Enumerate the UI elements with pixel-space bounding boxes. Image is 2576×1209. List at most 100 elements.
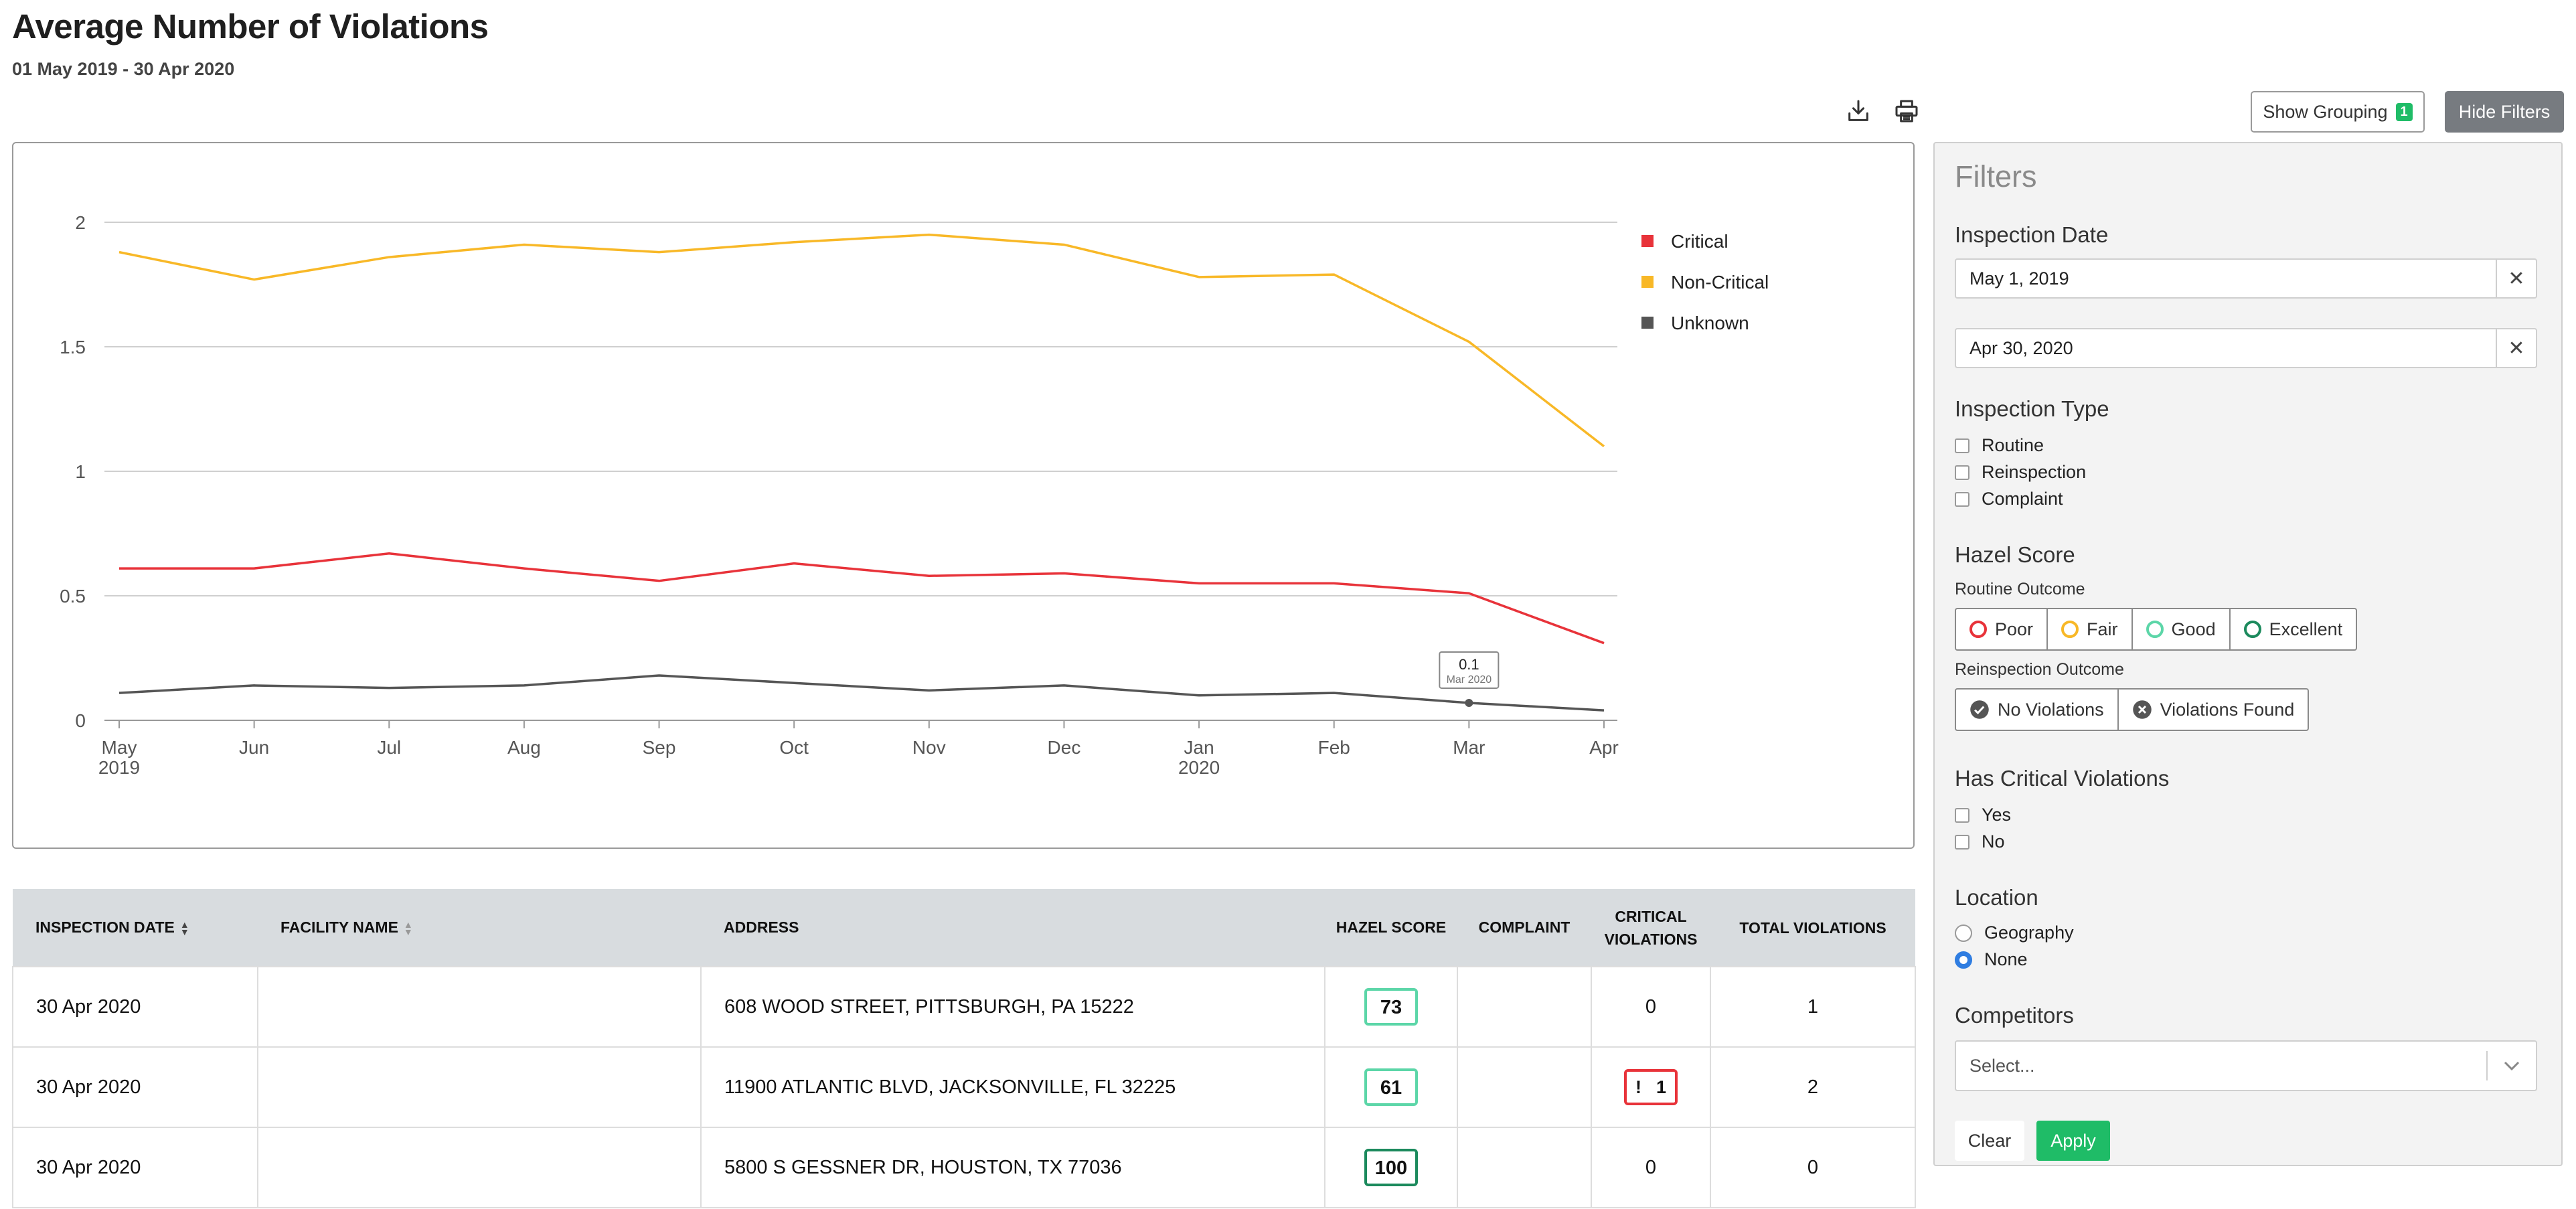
hazel-score-badge: 73	[1364, 988, 1418, 1026]
checkbox-reinspection[interactable]: Reinspection	[1955, 462, 2086, 483]
table-row[interactable]: 30 Apr 2020 11900 ATLANTIC BLVD, JACKSON…	[12, 1046, 1916, 1128]
cell-facility-name	[257, 966, 702, 1048]
x-tick-label: Dec	[1048, 737, 1081, 758]
cell-address: 11900 ATLANTIC BLVD, JACKSONVILLE, FL 32…	[700, 1046, 1325, 1128]
checkbox[interactable]	[1955, 834, 1969, 850]
radio-geography[interactable]: Geography	[1955, 922, 2074, 943]
y-tick-label: 0.5	[60, 586, 86, 607]
cell-inspection-date: 30 Apr 2020	[12, 1046, 258, 1128]
legend-label: Unknown	[1671, 313, 1749, 333]
reinspection-outcome-label: Reinspection Outcome	[1955, 660, 2124, 679]
cell-inspection-date: 30 Apr 2020	[12, 1127, 258, 1208]
checkbox-routine[interactable]: Routine	[1955, 435, 2044, 456]
y-tick-label: 2	[75, 212, 86, 233]
routine-outcome-group: Poor Fair Good Excellent	[1955, 608, 2358, 651]
cell-facility-name	[257, 1127, 702, 1208]
y-tick-label: 0	[75, 710, 86, 731]
series-line-non-critical	[118, 233, 1605, 448]
column-header-inspection-date[interactable]: Inspection Date ▲ ▼	[13, 889, 258, 967]
x-tick-label: Feb	[1318, 737, 1350, 758]
legend-swatch	[1641, 235, 1654, 247]
select-divider	[2486, 1051, 2488, 1080]
cell-total-violations: 1	[1710, 966, 1916, 1048]
cell-complaint	[1457, 1127, 1592, 1208]
routine-option-fair[interactable]: Fair	[2048, 609, 2133, 649]
reinspection-outcome-group: No Violations Violations Found	[1955, 688, 2310, 731]
circle-icon	[1969, 621, 1987, 638]
inspections-table: Inspection Date ▲ ▼ Facility Name ▲ ▼ Addres…	[12, 889, 1916, 1208]
x-tick-label: Jun	[239, 737, 269, 758]
start-date-value[interactable]: May 1, 2019	[1956, 260, 2497, 297]
checkbox-critical-no[interactable]: No	[1955, 831, 2005, 852]
routine-option-poor[interactable]: Poor	[1956, 609, 2048, 649]
checkbox[interactable]	[1955, 491, 1969, 507]
column-header-total-violations: Total Violations	[1710, 889, 1915, 967]
checkbox[interactable]	[1955, 438, 1969, 453]
cell-address: 608 WOOD STREET, PITTSBURGH, PA 15222	[700, 966, 1325, 1048]
x-tick-year-label: 2019	[98, 757, 140, 778]
table-header-row: Inspection Date ▲ ▼ Facility Name ▲ ▼ Addres…	[13, 889, 1915, 967]
clear-end-date-icon[interactable]: ✕	[2508, 337, 2525, 359]
x-tick-label: Jul	[377, 737, 401, 758]
cell-inspection-date: 30 Apr 2020	[12, 966, 258, 1048]
checkbox-complaint[interactable]: Complaint	[1955, 489, 2063, 509]
reinspection-option-violations-found[interactable]: Violations Found	[2119, 690, 2308, 730]
x-tick-label: Sep	[643, 737, 676, 758]
checkbox-critical-yes[interactable]: Yes	[1955, 805, 2011, 825]
sort-icon[interactable]: ▲ ▼	[179, 918, 189, 937]
checkbox[interactable]	[1955, 465, 1969, 480]
chevron-down-icon[interactable]	[2488, 1059, 2536, 1072]
hide-filters-button[interactable]: Hide Filters	[2445, 91, 2564, 133]
reinspection-option-no-violations[interactable]: No Violations	[1956, 690, 2119, 730]
circle-icon	[2243, 621, 2261, 638]
checkbox[interactable]	[1955, 807, 1969, 823]
cell-hazel-score: 61	[1324, 1046, 1458, 1128]
inspection-date-heading: Inspection Date	[1955, 222, 2109, 247]
hazel-score-badge: 100	[1364, 1149, 1418, 1186]
apply-filters-button[interactable]: Apply	[2036, 1121, 2110, 1161]
clear-start-date-icon[interactable]: ✕	[2508, 267, 2525, 290]
cell-address: 5800 S GESSNER DR, HOUSTON, TX 77036	[700, 1127, 1325, 1208]
sort-icon[interactable]: ▲ ▼	[403, 918, 413, 937]
check-circle-icon	[1970, 700, 1989, 719]
printer-icon[interactable]	[1892, 96, 1921, 126]
tooltip-label: Mar 2020	[1447, 674, 1492, 686]
show-grouping-button[interactable]: Show Grouping 1	[2251, 91, 2425, 133]
cell-complaint	[1457, 966, 1592, 1048]
legend-swatch	[1641, 317, 1654, 329]
radio-none[interactable]: None	[1955, 949, 2028, 970]
circle-icon	[2061, 621, 2079, 638]
x-circle-icon	[2132, 700, 2152, 719]
radio-button[interactable]	[1955, 951, 1972, 969]
circle-icon	[2146, 621, 2164, 638]
x-tick-label: May	[102, 737, 137, 758]
x-tick-label: Aug	[507, 737, 541, 758]
tooltip-box	[1439, 651, 1500, 689]
cell-total-violations: 2	[1710, 1046, 1916, 1128]
end-date-value[interactable]: Apr 30, 2020	[1956, 329, 2497, 367]
routine-option-excellent[interactable]: Excellent	[2231, 609, 2356, 649]
x-tick-label: Mar	[1453, 737, 1485, 758]
end-date-input[interactable]: Apr 30, 2020 ✕	[1955, 328, 2537, 368]
table-row[interactable]: 30 Apr 2020 608 WOOD STREET, PITTSBURGH,…	[12, 966, 1916, 1048]
cell-complaint	[1457, 1046, 1592, 1128]
inspection-type-heading: Inspection Type	[1955, 396, 2109, 421]
tooltip-point	[1465, 698, 1473, 707]
legend-label: Non-Critical	[1671, 272, 1769, 293]
filters-title: Filters	[1955, 159, 2037, 193]
grouping-count-badge: 1	[2395, 102, 2413, 121]
competitors-select[interactable]: Select...	[1955, 1040, 2537, 1091]
x-tick-label: Nov	[912, 737, 946, 758]
cell-total-violations: 0	[1710, 1127, 1916, 1208]
page-title: Average Number of Violations	[12, 7, 489, 46]
routine-option-good[interactable]: Good	[2133, 609, 2231, 649]
radio-button[interactable]	[1955, 924, 1972, 942]
column-header-facility-name[interactable]: Facility Name ▲ ▼	[258, 889, 701, 967]
start-date-input[interactable]: May 1, 2019 ✕	[1955, 258, 2537, 299]
routine-outcome-label: Routine Outcome	[1955, 580, 2085, 598]
clear-filters-button[interactable]: Clear	[1955, 1121, 2024, 1161]
table-row[interactable]: 30 Apr 2020 5800 S GESSNER DR, HOUSTON, …	[12, 1127, 1916, 1208]
critical-violations-heading: Has Critical Violations	[1955, 766, 2170, 791]
download-icon[interactable]	[1844, 96, 1873, 126]
y-tick-label: 1	[75, 461, 86, 482]
